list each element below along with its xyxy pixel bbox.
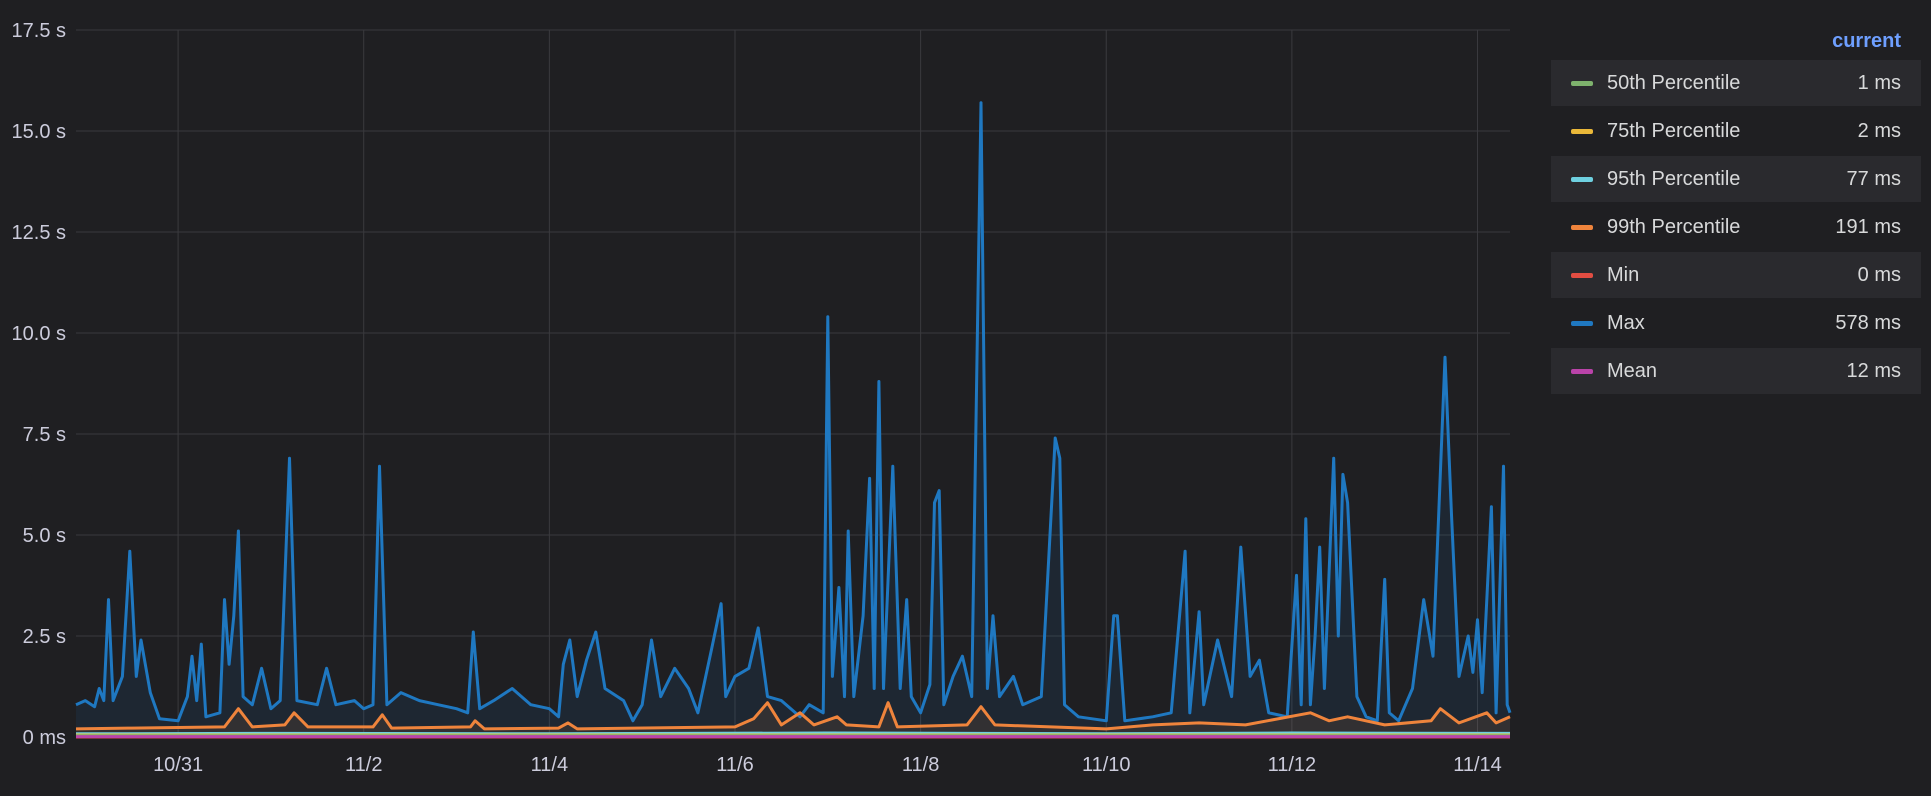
y-tick-label: 7.5 s [23, 424, 66, 446]
legend-item[interactable]: 75th Percentile 2 ms [1551, 108, 1921, 154]
x-tick-label: 11/4 [531, 754, 568, 776]
legend-item[interactable]: 95th Percentile 77 ms [1551, 156, 1921, 202]
legend-swatch [1571, 320, 1593, 326]
series-line-95th-percentile [75, 731, 1511, 736]
x-tick-label: 11/12 [1268, 754, 1317, 776]
legend-swatch [1571, 272, 1593, 278]
x-tick-label: 11/2 [345, 754, 382, 776]
legend-current-value: 12 ms [1846, 359, 1901, 382]
legend-item[interactable]: Min 0 ms [1551, 252, 1921, 298]
legend-swatch [1571, 176, 1593, 182]
y-tick-label: 12.5 s [12, 222, 66, 244]
y-tick-label: 17.5 s [12, 20, 66, 42]
legend-series-name: Max [1607, 311, 1645, 334]
y-tick-label: 2.5 s [23, 626, 66, 648]
y-tick-label: 10.0 s [12, 323, 66, 345]
legend-series-name: 99th Percentile [1607, 215, 1741, 238]
legend-current-value: 191 ms [1835, 215, 1901, 238]
legend-series-name: Mean [1607, 359, 1658, 382]
x-tick-label: 11/10 [1082, 754, 1131, 776]
legend-item[interactable]: Max 578 ms [1551, 300, 1921, 346]
legend-swatch [1571, 128, 1593, 134]
legend-series-name: 75th Percentile [1607, 119, 1741, 142]
x-tick-label: 11/14 [1453, 754, 1502, 776]
legend-swatch [1571, 80, 1593, 86]
legend-series-name: 50th Percentile [1607, 71, 1741, 94]
legend-current-value: 2 ms [1857, 119, 1901, 142]
y-tick-label: 0 ms [23, 727, 66, 749]
legend-item[interactable]: 50th Percentile 1 ms [1551, 60, 1921, 106]
legend-series-name: 95th Percentile [1607, 167, 1741, 190]
x-tick-label: 10/31 [153, 754, 203, 776]
y-tick-label: 5.0 s [23, 525, 66, 547]
legend-series-name: Min [1607, 263, 1640, 286]
legend-item[interactable]: Mean 12 ms [1551, 348, 1921, 394]
legend-current-value: 578 ms [1835, 311, 1901, 334]
y-tick-label: 15.0 s [12, 121, 66, 143]
legend: current 50th Percentile 1 ms 75th Percenti… [1551, 22, 1921, 396]
legend-swatch [1571, 224, 1593, 230]
series-area-max [76, 102, 1510, 737]
x-tick-label: 11/8 [902, 754, 939, 776]
legend-current-value: 77 ms [1846, 167, 1901, 190]
series-line-99th-percentile [75, 701, 1511, 731]
series-line-max [75, 101, 1512, 723]
legend-header-current[interactable]: current [1832, 30, 1901, 52]
chart-plot: 0 ms 2.5 s 5.0 s 7.5 s 10.0 s 12.5 s 15.0 s 17.… [12, 20, 1512, 776]
legend-current-value: 0 ms [1857, 263, 1901, 286]
legend-item[interactable]: 99th Percentile 191 ms [1551, 204, 1921, 250]
x-tick-label: 11/6 [716, 754, 753, 776]
legend-swatch [1571, 368, 1593, 374]
legend-current-value: 1 ms [1857, 71, 1901, 94]
